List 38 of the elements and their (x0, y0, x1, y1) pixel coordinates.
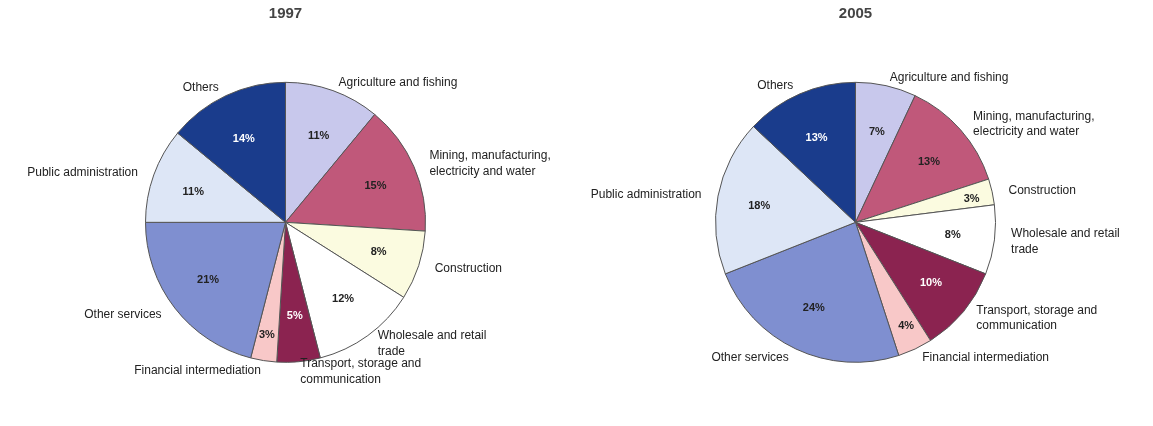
slice-label: Other services (84, 306, 162, 321)
slice-label: Mining, manufacturing, electricity and water (973, 108, 1095, 139)
data-label: 14% (232, 131, 255, 144)
slice-label: Other services (711, 350, 789, 365)
slice-label: Public administration (590, 187, 702, 202)
chart-title: 1997 (268, 3, 303, 21)
data-label: 11% (307, 128, 330, 141)
slice-label: Wholesale and retail trade (377, 328, 487, 358)
slice-label: Agriculture and fishing (889, 69, 1009, 84)
data-label: 13% (805, 130, 828, 143)
data-label: 3% (258, 328, 276, 341)
data-label: 7% (868, 125, 886, 138)
slice-label: Wholesale and retail trade (1011, 226, 1120, 256)
slice-label: Others (757, 78, 794, 93)
slice-label: Construction (434, 261, 502, 276)
data-label: 13% (918, 154, 941, 167)
data-label: 15% (364, 179, 387, 192)
data-label: 21% (197, 273, 220, 286)
data-label: 24% (802, 300, 825, 313)
slice-label: Public administration (27, 164, 138, 179)
slice-label: Others (182, 80, 219, 95)
slice-label: Agriculture and fishing (338, 74, 458, 89)
data-label: 5% (286, 309, 303, 322)
slice-label: Mining, manufacturing, electricity and water (429, 148, 551, 178)
data-label: 8% (944, 228, 961, 241)
data-label: 8% (370, 245, 387, 258)
data-label: 4% (898, 318, 915, 331)
data-label: 3% (963, 191, 980, 204)
slice-label: Transport, storage and communication (300, 356, 422, 386)
slice-label: Financial intermediation (922, 350, 1049, 365)
slice-label: Transport, storage and communication (976, 302, 1098, 333)
data-label: 10% (920, 275, 943, 288)
data-label: 18% (748, 198, 771, 211)
chart-title: 2005 (838, 3, 873, 21)
data-label: 11% (182, 184, 205, 197)
slice-label: Financial intermediation (134, 362, 261, 377)
data-label: 12% (332, 291, 355, 304)
slice-label: Construction (1008, 182, 1076, 197)
